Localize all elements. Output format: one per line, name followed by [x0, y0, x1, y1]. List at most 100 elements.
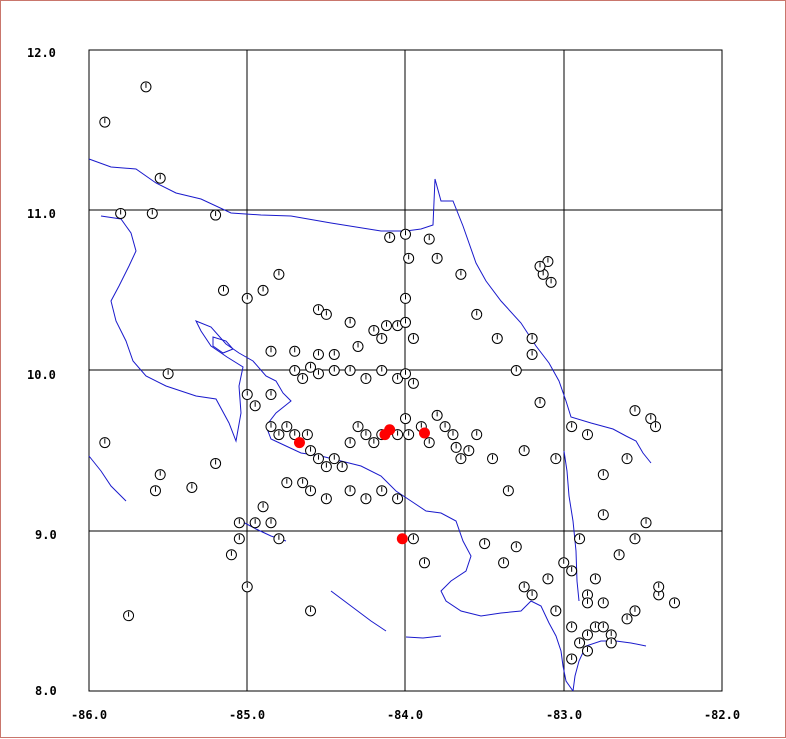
earthquake-marker [400, 292, 411, 304]
earthquake-marker [653, 581, 665, 593]
earthquake-marker [581, 645, 593, 657]
earthquake-marker [581, 597, 593, 609]
earthquake-marker [392, 493, 404, 505]
major-earthquake-marker [379, 429, 391, 441]
earthquake-marker [344, 365, 356, 376]
earthquake-marker [289, 429, 301, 441]
earthquake-marker [526, 348, 538, 360]
earthquake-marker [289, 365, 301, 376]
earthquake-marker [376, 332, 388, 344]
earthquake-marker [491, 332, 503, 344]
earthquake-marker [305, 361, 317, 373]
x-tick-label: -84.0 [387, 708, 423, 722]
earthquake-marker [463, 445, 475, 457]
earthquake-marker [381, 320, 393, 332]
earthquake-marker [455, 268, 467, 280]
y-tick-label: 12.0 [27, 46, 56, 60]
earthquake-marker [471, 429, 483, 441]
earthquake-marker [225, 549, 237, 561]
earthquake-marker [613, 549, 625, 561]
y-tick-label: 9.0 [35, 528, 57, 542]
earthquake-marker [265, 345, 277, 357]
earthquake-marker [218, 284, 230, 296]
major-earthquake-marker [293, 437, 305, 449]
earthquake-marker [115, 207, 127, 219]
earthquake-marker [273, 268, 285, 280]
earthquake-marker [423, 233, 435, 245]
earthquake-marker [566, 621, 578, 633]
earthquake-marker [400, 228, 411, 240]
earthquake-marker [281, 477, 293, 489]
earthquake-marker [312, 453, 324, 465]
earthquake-marker [241, 581, 253, 593]
earthquake-marker [344, 316, 356, 328]
x-tick-label: -85.0 [229, 708, 265, 722]
earthquake-marker [162, 368, 174, 380]
earthquake-marker [403, 252, 415, 264]
earthquake-marker [650, 421, 662, 433]
earthquake-marker [368, 324, 380, 336]
coastline-nicoya-tip [88, 455, 127, 502]
earthquake-marker [589, 573, 601, 585]
earthquake-marker [312, 304, 324, 316]
earthquake-marker [186, 481, 198, 493]
earthquake-marker [526, 332, 538, 344]
earthquake-marker [140, 81, 152, 93]
earthquake-marker [320, 308, 332, 320]
earthquake-marker [566, 421, 578, 433]
earthquake-marker [629, 533, 641, 545]
earthquake-marker [210, 209, 222, 221]
earthquake-marker [621, 453, 633, 465]
earthquake-marker [273, 533, 285, 545]
earthquake-marker [360, 429, 372, 441]
earthquake-marker [320, 461, 332, 473]
earthquake-marker [99, 437, 111, 449]
earthquake-marker [597, 597, 609, 609]
earthquake-marker [550, 453, 562, 465]
earthquake-marker [360, 493, 372, 505]
earthquake-marker [305, 605, 317, 617]
y-axis-labels: 8.0 9.0 10.0 11.0 12.0 [27, 46, 57, 698]
earthquake-marker [301, 429, 313, 441]
earthquake-marker [518, 581, 530, 593]
earthquake-marker [545, 276, 557, 288]
earthquake-marker [305, 485, 317, 497]
earthquake-marker [423, 437, 435, 449]
coastline-pacific-north [100, 215, 574, 692]
x-tick-label: -83.0 [546, 708, 582, 722]
earthquake-marker [431, 252, 443, 264]
earthquake-marker [257, 284, 269, 296]
major-earthquake-marker [418, 427, 430, 439]
earthquake-marker [597, 509, 609, 521]
earthquake-marker [629, 405, 641, 417]
earthquake-marker [289, 345, 301, 357]
earthquake-marker [336, 461, 348, 473]
earthquake-marker [597, 621, 609, 633]
x-tick-label: -86.0 [71, 708, 107, 722]
x-axis-labels: -86.0 -85.0 -84.0 -83.0 -82.0 [71, 708, 740, 722]
earthquake-marker [297, 477, 309, 489]
earthquake-marker [510, 365, 522, 376]
y-tick-label: 10.0 [27, 368, 56, 382]
earthquake-marker [669, 597, 681, 609]
earthquake-marker [320, 493, 332, 505]
earthquake-marker [566, 653, 578, 665]
earthquake-marker [574, 533, 586, 545]
open-circle-markers [99, 81, 681, 665]
earthquake-marker [257, 501, 269, 513]
earthquake-marker [542, 256, 554, 268]
earthquake-marker [360, 373, 372, 385]
earthquake-marker [241, 389, 253, 401]
coastline-caribbean [88, 158, 652, 464]
earthquake-marker [581, 589, 593, 601]
earthquake-marker [149, 485, 161, 497]
earthquake-marker [384, 231, 396, 243]
earthquake-marker [450, 441, 462, 453]
earthquake-marker [534, 397, 546, 409]
earthquake-marker [542, 573, 554, 585]
earthquake-marker [621, 613, 633, 625]
earthquake-marker [265, 517, 277, 529]
earthquake-marker [352, 340, 364, 352]
earthquake-marker [328, 453, 340, 465]
